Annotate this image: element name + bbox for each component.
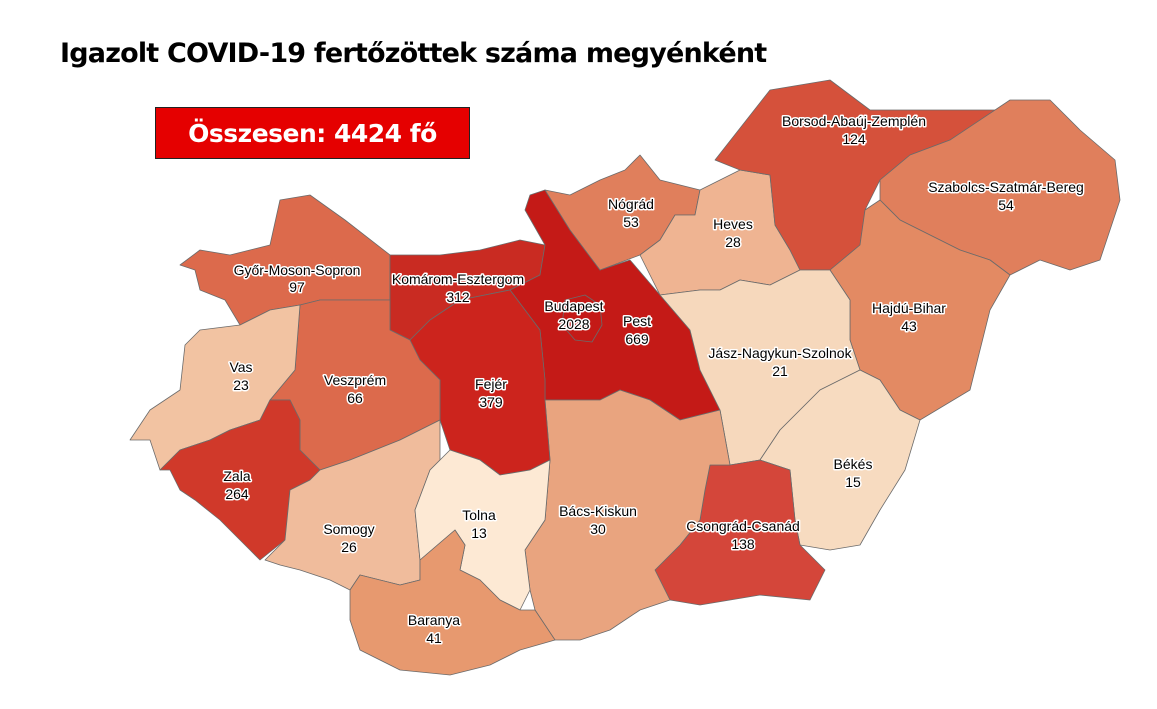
total-cases-box: Összesen: 4424 fő <box>155 107 470 159</box>
county-value: 30 <box>590 521 606 537</box>
county-label: Fejér <box>475 376 507 392</box>
county-label: Zala <box>223 468 250 484</box>
county-label: Budapest <box>544 298 603 314</box>
county-value: 97 <box>289 279 305 295</box>
county-label: Vas <box>229 359 252 375</box>
county-value: 26 <box>341 539 357 555</box>
county-label: Győr-Moson-Sopron <box>234 262 361 278</box>
county-value: 23 <box>233 377 249 393</box>
county-label: Nógrád <box>608 196 654 212</box>
county-label: Baranya <box>408 612 460 628</box>
map-title: Igazolt COVID-19 fertőzöttek száma megyé… <box>60 38 767 69</box>
county-value: 54 <box>998 197 1014 213</box>
county-value: 669 <box>625 331 649 347</box>
county-budapest[interactable] <box>561 294 603 343</box>
county-value: 21 <box>772 363 788 379</box>
county-value: 124 <box>842 131 866 147</box>
county-label: Heves <box>713 216 753 232</box>
county-label: Békés <box>834 456 873 472</box>
county-label: Borsod-Abaúj-Zemplén <box>782 113 926 129</box>
county-value: 13 <box>471 525 487 541</box>
county-label: Pest <box>623 313 651 329</box>
county-label: Veszprém <box>324 372 386 388</box>
county-value: 379 <box>479 394 503 410</box>
county-label: Hajdú-Bihar <box>872 300 946 316</box>
county-value: 138 <box>731 536 755 552</box>
county-value: 66 <box>347 390 363 406</box>
county-label: Szabolcs-Szatmár-Bereg <box>928 179 1084 195</box>
county-value: 41 <box>426 630 442 646</box>
county-value: 2028 <box>558 316 589 332</box>
county-label: Tolna <box>462 507 496 523</box>
county-value: 312 <box>446 289 470 305</box>
county-value: 28 <box>725 234 741 250</box>
county-value: 53 <box>623 214 639 230</box>
county-label: Somogy <box>323 521 374 537</box>
county-value: 43 <box>901 318 917 334</box>
county-value: 264 <box>225 486 249 502</box>
county-label: Komárom-Esztergom <box>392 271 524 287</box>
county-label: Csongrád-Csanád <box>686 518 800 534</box>
county-label: Jász-Nagykun-Szolnok <box>708 345 852 361</box>
county-value: 15 <box>845 474 861 490</box>
county-label: Bács-Kiskun <box>559 503 637 519</box>
county-baranya[interactable] <box>349 529 556 676</box>
